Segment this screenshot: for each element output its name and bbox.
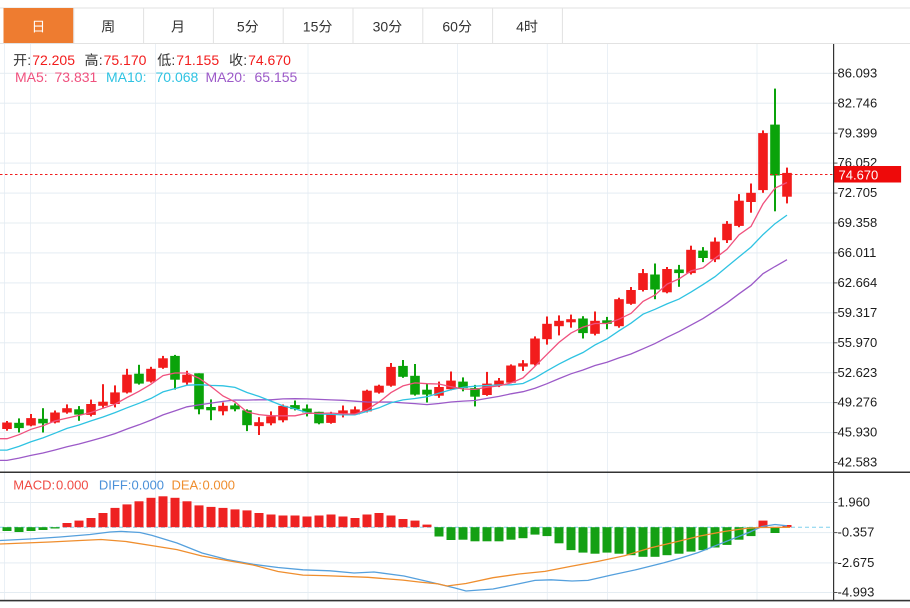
svg-text:82.746: 82.746 — [838, 95, 878, 110]
svg-text:0.000: 0.000 — [203, 478, 236, 493]
svg-text:79.399: 79.399 — [838, 125, 878, 140]
svg-text:65.155: 65.155 — [255, 69, 298, 85]
svg-text:4: 4 — [516, 19, 524, 35]
svg-text:1.960: 1.960 — [838, 495, 871, 510]
svg-text:42.583: 42.583 — [838, 455, 878, 470]
svg-text:15: 15 — [303, 19, 319, 35]
svg-text:DIFF:: DIFF: — [99, 478, 131, 493]
svg-text:72.205: 72.205 — [32, 52, 75, 68]
svg-text:MA20:: MA20: — [206, 69, 246, 85]
svg-text:74.670: 74.670 — [839, 168, 879, 183]
svg-text:69.358: 69.358 — [838, 215, 878, 230]
svg-text:DEA:: DEA: — [172, 478, 202, 493]
svg-text:73.831: 73.831 — [55, 69, 98, 85]
svg-text:75.170: 75.170 — [104, 52, 147, 68]
svg-text:45.930: 45.930 — [838, 425, 878, 440]
svg-text:-0.357: -0.357 — [838, 525, 875, 540]
svg-text:30: 30 — [373, 19, 389, 35]
svg-text:MA10:: MA10: — [106, 69, 146, 85]
svg-text:52.623: 52.623 — [838, 365, 878, 380]
svg-text::: : — [243, 52, 247, 68]
svg-text:66.011: 66.011 — [838, 245, 877, 260]
svg-text::: : — [99, 52, 103, 68]
svg-text:74.670: 74.670 — [248, 52, 291, 68]
svg-text:70.068: 70.068 — [156, 69, 199, 85]
svg-text:MACD:: MACD: — [13, 478, 55, 493]
svg-text:86.093: 86.093 — [838, 65, 878, 80]
svg-text:0.000: 0.000 — [132, 478, 165, 493]
svg-text:71.155: 71.155 — [176, 52, 219, 68]
svg-text:MA5:: MA5: — [15, 69, 48, 85]
svg-text:72.705: 72.705 — [838, 185, 878, 200]
svg-text:0.000: 0.000 — [56, 478, 89, 493]
svg-text:49.276: 49.276 — [838, 395, 878, 410]
svg-text:55.970: 55.970 — [838, 335, 878, 350]
svg-text:60: 60 — [442, 19, 458, 35]
svg-text:-4.993: -4.993 — [838, 585, 875, 600]
svg-text:62.664: 62.664 — [838, 275, 878, 290]
svg-text::: : — [171, 52, 175, 68]
svg-text:59.317: 59.317 — [838, 305, 878, 320]
svg-text:-2.675: -2.675 — [838, 555, 875, 570]
svg-text::: : — [27, 52, 31, 68]
svg-text:5: 5 — [237, 19, 245, 35]
